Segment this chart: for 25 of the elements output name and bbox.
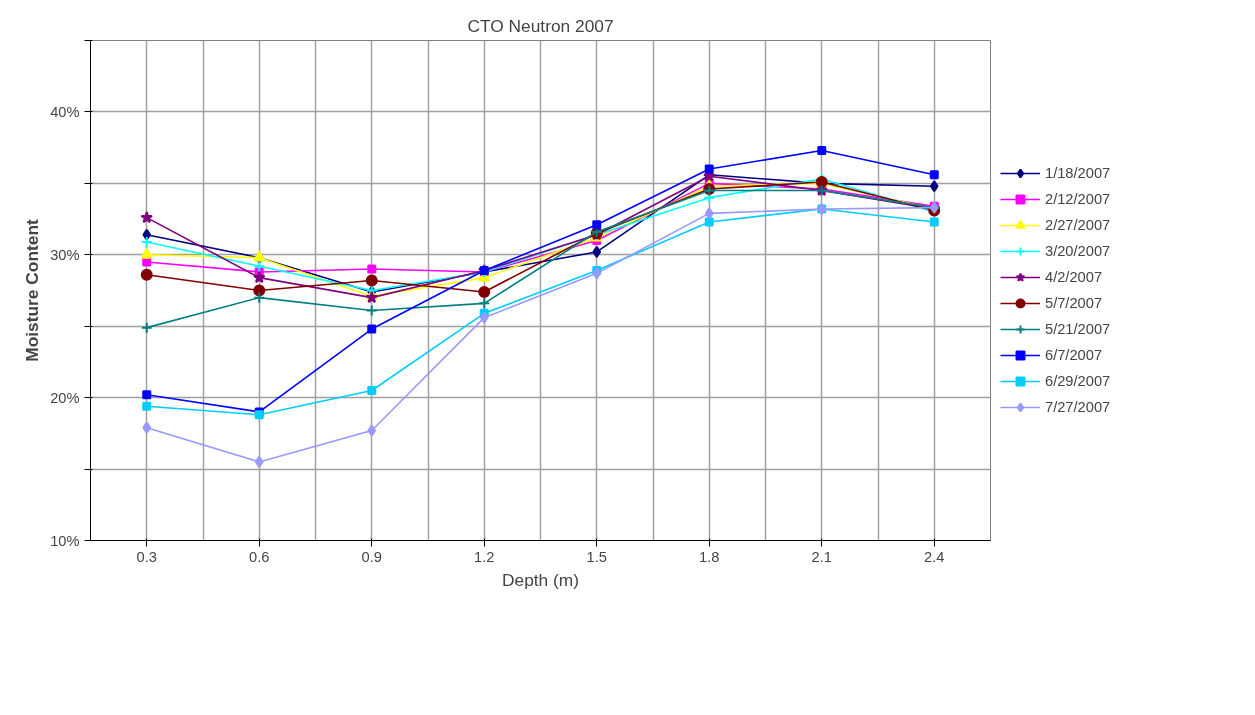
y-tick-label: 10% [50, 532, 80, 549]
y-tick-label: 20% [50, 389, 80, 406]
x-tick-label: 1.2 [474, 548, 495, 565]
x-tick-label: 1.8 [699, 548, 720, 565]
x-tick-label: 0.6 [249, 548, 270, 565]
y-axis-title: Moisture Content [22, 219, 43, 362]
y-tick-label: 30% [50, 246, 80, 263]
x-axis-title: Depth (m) [501, 569, 580, 590]
legend-label: 6/7/2007 [1045, 347, 1103, 363]
x-tick-label: 2.4 [924, 548, 945, 565]
x-tick-label: 1.5 [586, 548, 607, 565]
legend-label: 4/2/2007 [1045, 269, 1103, 285]
legend-label: 5/7/2007 [1045, 295, 1103, 311]
legend-label: 1/18/2007 [1045, 165, 1111, 181]
x-tick-label: 0.9 [361, 548, 382, 565]
legend-label: 3/20/2007 [1045, 243, 1111, 259]
legend-label: 2/27/2007 [1045, 217, 1111, 233]
x-tick-label: 2.1 [811, 548, 832, 565]
legend-label: 2/12/2007 [1045, 191, 1111, 207]
x-tick-label: 0.3 [136, 548, 157, 565]
legend-label: 5/21/2007 [1045, 321, 1111, 337]
legend-label: 7/27/2007 [1045, 399, 1111, 415]
y-tick-label: 40% [50, 103, 80, 120]
chart-title: CTO Neutron 2007 [467, 15, 614, 36]
legend-label: 6/29/2007 [1045, 373, 1111, 389]
